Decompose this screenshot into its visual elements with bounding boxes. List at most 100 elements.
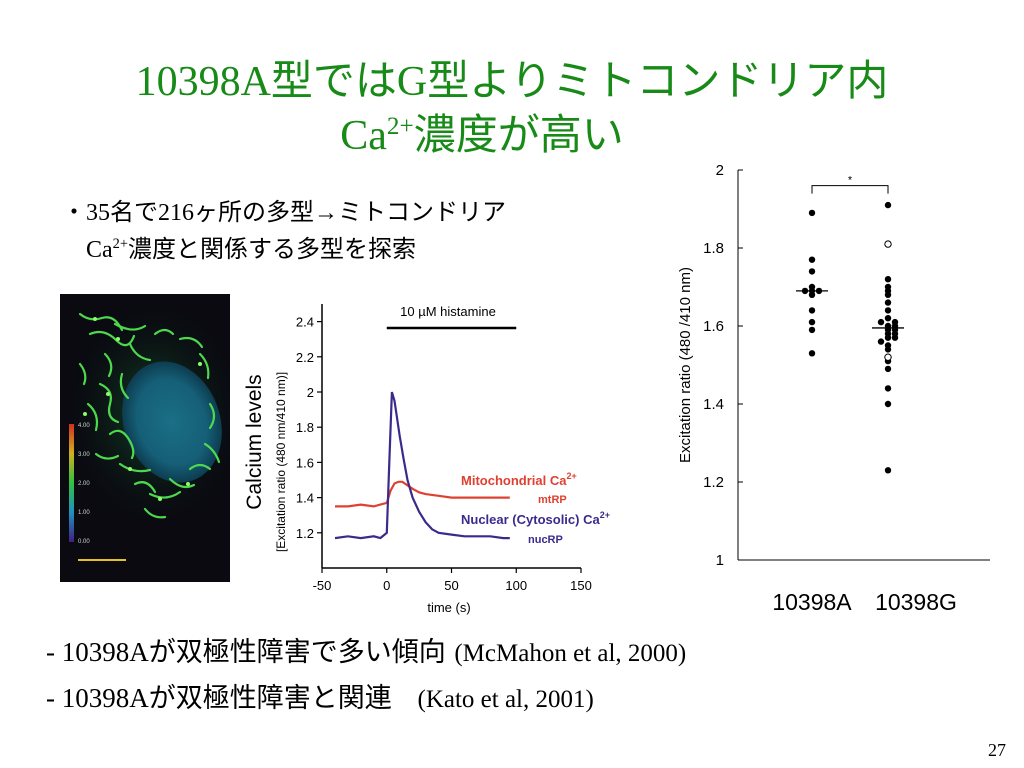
bullet-marker: ・ [62,198,86,226]
y-tick-label: 2.2 [296,350,314,365]
cell-image-svg: 4.00 3.00 2.00 1.00 0.00 [60,294,230,561]
note1-prefix: - 10398A [46,637,149,667]
y-tick-label: 2.4 [296,315,314,330]
series-line-nucRP [334,391,510,540]
bullet-line2-rest: 濃度と関係する多型を探索 [127,235,416,263]
filled-point [884,365,892,373]
histamine-label: 10 µM histamine [400,304,496,319]
category-label-10398g: 10398G [875,589,957,615]
legend-mtrp: mtRP [538,494,567,506]
page-number: 27 [988,740,1006,760]
data-points [796,201,904,474]
note2-prefix: - 10398A [46,683,149,713]
filled-point [884,467,892,474]
fluorescence-cell-image: 4.00 3.00 2.00 1.00 0.00 [60,294,230,582]
trace-series [334,391,510,540]
filled-point [884,385,892,392]
note2-text: が双極性障害と関連 [148,683,392,714]
slide-title-line2: Ca2+濃度が高い [0,112,994,160]
note1-text: が双極性障害で多い傾向 [148,637,446,668]
mitochondria-bright-spots [83,317,202,501]
filled-point [891,334,899,341]
colorbar-label: 2.00 [78,481,90,487]
colorbar-label: 3.00 [78,452,90,458]
series-line-mtRP [335,480,510,508]
open-point [884,240,892,248]
bullet-line1: ・35名で216ヶ所の多型→ミトコンドリア [62,194,506,231]
y-axis-label: Excitation ratio (480 /410 nm) [677,267,694,463]
note-line2: - 10398Aが双極性障害と関連 (Kato et al, 2001) [46,676,594,715]
filled-point [884,291,892,298]
filled-point [808,209,816,217]
y-tick-label: 1.8 [703,240,724,257]
bullet-ca-sup: 2+ [112,236,128,252]
y-tick-label: 1.4 [296,491,314,506]
significance-star: * [848,175,853,187]
colorbar-label: 1.00 [78,510,90,516]
filled-point [884,346,892,353]
bullet-ca: Ca [86,237,113,263]
x-ticks: -50 0 50 100 150 [313,568,592,593]
filled-point [884,307,892,314]
y-tick-label: 1.4 [703,396,724,413]
filled-point [884,201,892,209]
nucleus [122,361,222,483]
category-label-10398a: 10398A [772,589,852,615]
filled-point [808,307,816,314]
filled-point [884,299,892,306]
scale-bar [78,559,126,561]
filled-point [884,334,892,341]
filled-point [808,326,816,334]
x-tick-label: 50 [444,578,458,593]
note1-reference: (McMahon et al, 2000) [454,640,687,667]
y-tick-label: 1.6 [296,455,314,470]
x-tick-label: 150 [570,578,592,593]
excitation-ratio-scatter: 1 1.2 1.4 1.6 1.8 2 Excitation ratio (480 /41… [677,162,990,615]
bullet-text: ・35名で216ヶ所の多型→ミトコンドリア Ca2+濃度と関係する多型を探索 [62,194,506,268]
bullet-line1-text: 35名で216ヶ所の多型→ミトコンドリア [86,200,506,226]
filled-point [808,318,816,326]
y-tick-label: 2 [716,162,724,179]
filled-point [884,315,892,322]
filled-point [808,291,816,298]
colorbar [69,424,74,542]
legend-nucrp: nucRP [528,534,563,546]
filled-point [808,350,816,357]
colorbar-label: 4.00 [78,423,90,429]
x-tick-label: -50 [313,578,332,593]
y-axis-label: Calcium levels [243,374,266,509]
slide-title-line1: 10398A型ではG型よりミトコンドリア内 [135,59,889,105]
y-axis-label-2: [Excitation ratio (480 nm/410 nm)] [274,372,288,552]
y-tick-label: 1.2 [703,474,724,491]
filled-point [808,256,816,263]
bullet-line2: Ca2+濃度と関係する多型を探索 [62,231,506,268]
x-tick-label: 100 [505,578,527,593]
filled-point [884,276,892,283]
title-ca-sup: 2+ [386,113,414,140]
legend-mitochondrial: Mitochondrial Ca2+ [461,471,577,488]
open-point [884,353,892,361]
x-axis-label: time (s) [427,600,470,615]
x-tick-label: 0 [383,578,390,593]
mitochondria-network [78,312,221,519]
filled-point [877,338,885,345]
y-tick-label: 1.8 [296,420,314,435]
significance-bracket [811,185,889,194]
colorbar-labels: 4.00 3.00 2.00 1.00 0.00 [78,423,90,545]
y-tick-label: 2 [307,385,314,400]
y-tick-label: 1 [716,552,724,569]
y-tick-label: 1.2 [296,526,314,541]
filled-point [877,318,885,326]
filled-point [808,268,816,275]
colorbar-label: 0.00 [78,539,90,545]
note-line1: - 10398Aが双極性障害で多い傾向 (McMahon et al, 2000… [46,630,686,669]
y-tick-label: 1.6 [703,318,724,335]
calcium-trace-chart: 1.2 1.4 1.6 1.8 2 2.2 2.4 -50 0 50 100 150 10 µM h… [243,304,610,615]
legend-nuclear: Nuclear (Cytosolic) Ca2+ [461,510,610,527]
filled-point [884,400,892,408]
y-ticks: 1.2 1.4 1.6 1.8 2 2.2 2.4 [296,315,322,541]
title-ca: Ca [340,113,387,159]
note2-reference: (Kato et al, 2001) [417,686,594,713]
title-rest: 濃度が高い [413,113,624,159]
y-ticks: 1 1.2 1.4 1.6 1.8 2 [703,162,743,569]
